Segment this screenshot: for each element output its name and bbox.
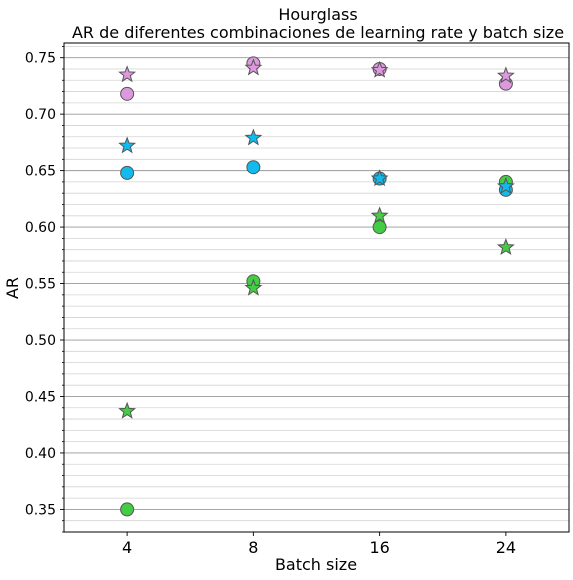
data-points	[118, 56, 515, 517]
data-point-star	[496, 66, 515, 84]
x-tick-label: 8	[248, 538, 258, 557]
data-point-circle	[246, 160, 261, 175]
data-point-star	[118, 136, 137, 154]
x-axis-label: Batch size	[275, 555, 357, 574]
chart-subtitle: AR de diferentes combinaciones de learni…	[72, 23, 564, 42]
y-tick-label: 0.40	[25, 446, 56, 462]
x-tick-label: 24	[496, 538, 516, 557]
data-point-star	[370, 60, 389, 78]
data-point-star	[118, 65, 137, 83]
y-tick-label: 0.70	[25, 107, 56, 123]
data-point-circle	[120, 86, 135, 101]
y-tick-label: 0.60	[25, 220, 56, 236]
data-point-star	[244, 128, 263, 146]
y-axis-label: AR	[3, 277, 22, 299]
chart-title: Hourglass	[278, 5, 357, 24]
plot-frame	[63, 42, 570, 533]
y-tick-label: 0.75	[25, 51, 56, 67]
data-point-star	[496, 238, 515, 256]
data-point-star	[370, 206, 389, 224]
axis-ticks: 0.35 0.40 0.45 0.50 0.55 0.60 0.65 0.70 0.75 4 8 16…	[25, 45, 516, 557]
data-point-star	[370, 169, 389, 187]
data-point-star	[244, 278, 263, 296]
data-point-circle	[120, 165, 135, 180]
data-point-circle	[372, 220, 387, 235]
y-tick-label: 0.50	[25, 333, 56, 349]
y-tick-label: 0.55	[25, 277, 56, 293]
x-tick-label: 4	[122, 538, 132, 557]
data-point-star	[496, 177, 515, 195]
data-point-star	[244, 58, 263, 76]
data-point-circle	[120, 502, 135, 517]
grid-lines	[64, 45, 569, 533]
x-tick-label: 16	[369, 538, 389, 557]
y-tick-label: 0.45	[25, 389, 56, 405]
y-tick-label: 0.65	[25, 164, 56, 180]
data-point-star	[118, 401, 137, 419]
y-tick-label: 0.35	[25, 502, 56, 518]
